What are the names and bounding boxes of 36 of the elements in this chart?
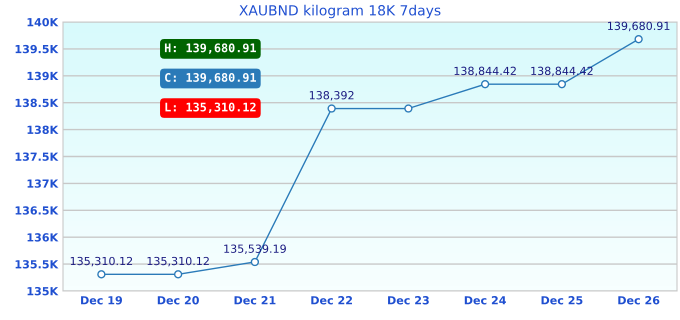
data-label: 138,844.42 [454,66,516,76]
x-tick-label: Dec 22 [311,296,352,304]
point [327,104,336,113]
chart-title: XAUBND kilogram 18K 7days [239,4,440,18]
y-tick-label: 139.5K [16,44,58,54]
data-label: 139,680.91 [608,22,670,32]
point [404,104,413,113]
y-tick-label: 138K [28,126,58,134]
y-tick-label: 139K [28,72,58,80]
y-tick-label: 140K [28,18,58,26]
x-tick-label: Dec 20 [158,296,199,304]
y-tick-label: 135K [28,286,58,296]
x-tick-label: Dec 23 [388,296,429,304]
x-tick-label: Dec 25 [542,296,582,304]
point [558,80,566,88]
x-tick-label: Dec 21 [234,296,276,304]
y-tick-label: 137K [28,179,58,188]
point [634,35,643,44]
annotation: H: 139,680.91 [164,43,256,54]
y-tick-label: 137.5K [16,152,58,161]
point [250,258,260,266]
x-tick-label: Dec 19 [81,296,122,304]
y-tick-label: 136K [28,233,58,242]
data-label: 135,310.12 [70,256,132,266]
annotation: L: 135,310.12 [165,102,256,113]
data-label: 138,392 [310,91,354,101]
data-label: 135,310.12 [148,256,209,266]
annotation: C: 139,680.91 [165,72,256,84]
y-tick-label: 135.5K [16,260,58,268]
point [97,270,106,278]
x-tick-label: Dec 26 [618,296,660,304]
y-tick-label: 138.5K [16,98,58,108]
point [174,270,182,278]
point [480,80,490,88]
y-tick-label: 136.5K [16,206,58,215]
x-tick-label: Dec 24 [464,296,506,304]
